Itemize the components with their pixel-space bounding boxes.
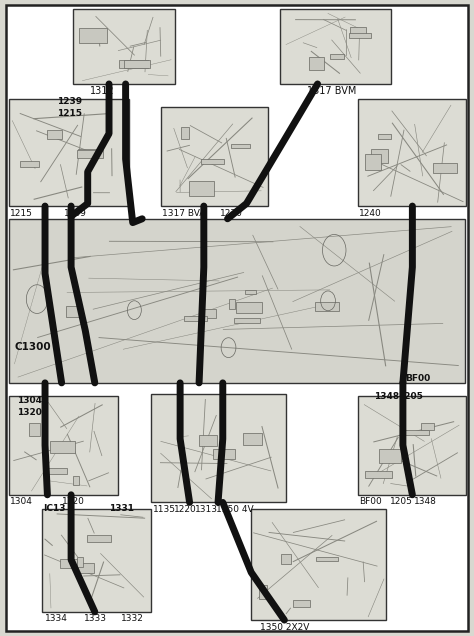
- Bar: [9, 396, 118, 495]
- Text: 1331: 1331: [109, 504, 134, 513]
- Bar: [89, 32, 102, 41]
- Text: 1205: 1205: [390, 497, 412, 506]
- Bar: [184, 316, 207, 321]
- Bar: [315, 302, 339, 312]
- Bar: [181, 127, 189, 139]
- Bar: [281, 555, 291, 564]
- Text: 1317 BVM: 1317 BVM: [307, 86, 356, 97]
- Bar: [350, 27, 366, 34]
- Text: 1348: 1348: [414, 497, 437, 506]
- Bar: [234, 318, 260, 323]
- Bar: [231, 144, 250, 148]
- Bar: [77, 557, 83, 567]
- Bar: [243, 433, 262, 445]
- Text: C1300: C1300: [14, 342, 51, 352]
- Text: 1320: 1320: [62, 497, 84, 506]
- Text: 1135: 1135: [153, 505, 176, 514]
- Bar: [79, 27, 107, 43]
- Text: 1350 4V: 1350 4V: [216, 505, 253, 514]
- Bar: [189, 181, 214, 196]
- Bar: [46, 468, 67, 474]
- Bar: [365, 471, 392, 478]
- Text: 1313: 1313: [195, 505, 219, 514]
- Bar: [66, 306, 79, 317]
- Text: 1348: 1348: [374, 392, 400, 401]
- Text: 1205: 1205: [398, 392, 423, 401]
- Text: 1350 2X2V: 1350 2X2V: [260, 623, 309, 632]
- Text: 1239: 1239: [64, 209, 87, 218]
- Bar: [421, 423, 434, 430]
- Text: 1334: 1334: [45, 614, 67, 623]
- Text: BF00: BF00: [359, 497, 382, 506]
- Text: 1239: 1239: [57, 97, 82, 106]
- Bar: [47, 130, 62, 139]
- Bar: [330, 54, 344, 59]
- Bar: [161, 107, 268, 206]
- Bar: [73, 9, 175, 84]
- Bar: [201, 159, 224, 164]
- Bar: [78, 149, 100, 155]
- Bar: [9, 99, 129, 206]
- Text: 1320: 1320: [17, 408, 41, 417]
- Bar: [280, 9, 391, 84]
- Bar: [371, 149, 388, 163]
- Text: 1270: 1270: [220, 209, 243, 218]
- Text: 1215: 1215: [57, 109, 82, 118]
- Bar: [20, 161, 39, 167]
- Bar: [73, 476, 79, 485]
- Bar: [87, 535, 111, 542]
- Text: 1332: 1332: [121, 614, 144, 623]
- Bar: [251, 509, 386, 620]
- Text: 1304: 1304: [10, 497, 33, 506]
- Bar: [200, 435, 217, 446]
- Text: IC13: IC13: [44, 504, 66, 513]
- Bar: [358, 99, 466, 206]
- Bar: [29, 423, 40, 436]
- Text: 1312: 1312: [90, 86, 114, 97]
- Bar: [9, 219, 465, 383]
- Bar: [124, 60, 150, 68]
- Bar: [236, 302, 262, 314]
- Bar: [358, 396, 466, 495]
- Bar: [403, 430, 429, 435]
- Bar: [245, 437, 253, 441]
- Bar: [200, 310, 216, 318]
- Text: 1317 BVA: 1317 BVA: [162, 209, 206, 218]
- Bar: [78, 563, 94, 573]
- Bar: [365, 155, 382, 170]
- Bar: [349, 33, 371, 38]
- Bar: [228, 299, 235, 309]
- Bar: [77, 151, 103, 158]
- Bar: [379, 449, 401, 463]
- Bar: [42, 509, 151, 612]
- Bar: [259, 585, 267, 599]
- Bar: [245, 290, 256, 294]
- Bar: [310, 57, 324, 71]
- Bar: [433, 163, 456, 173]
- Text: 1240: 1240: [359, 209, 382, 218]
- Bar: [213, 449, 236, 459]
- Bar: [292, 600, 310, 607]
- Text: 1304: 1304: [17, 396, 42, 405]
- Bar: [60, 559, 77, 568]
- Bar: [151, 394, 286, 502]
- Bar: [378, 134, 392, 139]
- Text: 1220: 1220: [174, 505, 197, 514]
- Bar: [316, 556, 338, 561]
- Text: 1215: 1215: [10, 209, 33, 218]
- Text: 1333: 1333: [84, 614, 108, 623]
- Text: BF00: BF00: [405, 374, 430, 383]
- Bar: [50, 441, 74, 453]
- Bar: [119, 60, 147, 67]
